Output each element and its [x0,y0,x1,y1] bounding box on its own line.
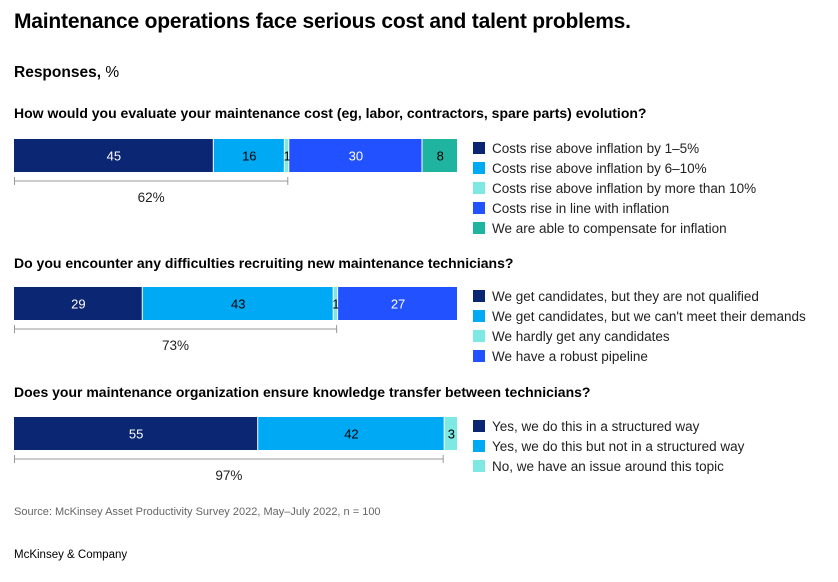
legend-swatch [473,202,485,214]
bracket-label: 62% [138,190,165,205]
legend-swatch [473,290,485,302]
chart-title: Maintenance operations face serious cost… [14,10,631,33]
bar-value-label: 3 [448,427,455,442]
legend-entry: Yes, we do this but not in a structured … [492,439,745,454]
legend-entry: No, we have an issue around this topic [492,459,724,474]
legend-swatch [473,460,485,472]
bar-value-label: 30 [349,149,363,164]
bar-value-label: 27 [391,297,405,312]
bar-value-label: 42 [344,427,358,442]
question-1: How would you evaluate your maintenance … [14,105,647,121]
legend-entry: We hardly get any candidates [492,329,670,344]
bar-value-label: 1 [332,297,339,312]
bar-segment-1-2 [213,139,284,172]
stacked-bar-charts: 45 Costs rise above inflation by 1–5% 16 Co… [14,139,806,483]
legend-swatch [473,222,485,234]
bracket-label: 97% [215,468,242,483]
legend-entry: We are able to compensate for inflation [492,221,727,236]
bar-segment-1-4 [289,139,422,172]
legend-swatch [473,162,485,174]
bar-value-label: 55 [129,427,143,442]
bar-segment-1-1 [14,139,213,172]
legend-swatch [473,440,485,452]
bar-segment-2-3 [333,287,338,320]
subtitle-label: Responses, [14,64,102,81]
bar-value-label: 43 [231,297,245,312]
legend-swatch [473,420,485,432]
bar-segment-3-1 [14,417,258,450]
legend-entry: Yes, we do this in a structured way [492,419,700,434]
legend-swatch [473,142,485,154]
bar-segment-1-3 [284,139,289,172]
bar-value-label: 45 [107,149,121,164]
legend-swatch [473,182,485,194]
brand-credit: McKinsey & Company [14,549,128,561]
bar-segment-2-4 [338,287,457,320]
bracket-label: 73% [162,338,189,353]
question-2: Do you encounter any difficulties recrui… [14,255,514,271]
bar-segment-2-1 [14,287,142,320]
legend-entry: Costs rise above inflation by 1–5% [492,141,699,156]
bar-segment-2-2 [142,287,333,320]
bar-value-label: 29 [71,297,85,312]
source-note: Source: McKinsey Asset Productivity Surv… [14,506,381,518]
bar-value-label: 8 [437,149,444,164]
subtitle-unit: % [105,64,120,81]
legend-swatch [473,310,485,322]
bar-value-label: 16 [242,149,256,164]
legend-swatch [473,350,485,362]
bar-value-label: 1 [283,149,290,164]
legend-entry: We have a robust pipeline [492,349,648,364]
legend-entry: We get candidates, but they are not qual… [492,289,759,304]
chart-subtitle: Responses, % [14,64,119,82]
bar-segment-3-2 [258,417,444,450]
legend-swatch [473,330,485,342]
legend-entry: We get candidates, but we can't meet the… [492,309,806,324]
legend-entry: Costs rise above inflation by more than … [492,181,756,196]
question-3: Does your maintenance organization ensur… [14,384,591,400]
bar-segment-3-3 [444,417,457,450]
legend-entry: Costs rise above inflation by 6–10% [492,161,707,176]
bar-segment-1-5 [422,139,457,172]
legend-entry: Costs rise in line with inflation [492,201,669,216]
